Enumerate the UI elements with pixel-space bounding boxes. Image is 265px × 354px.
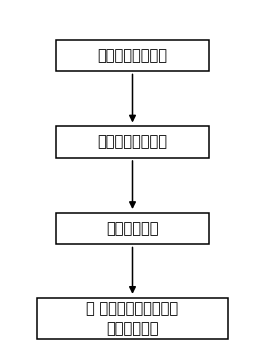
Text: 尖晶石型磁性微球: 尖晶石型磁性微球 (98, 48, 167, 63)
Bar (56, 126, 209, 158)
Text: 沉积介孔生物玻璃: 沉积介孔生物玻璃 (98, 135, 167, 149)
Bar (56, 213, 209, 244)
Bar (56, 40, 209, 72)
Bar (37, 298, 228, 339)
Text: 还原气氛烧结: 还原气氛烧结 (106, 221, 159, 236)
Text: 核 壳结构磁性介孔生物
活性玻璃微球: 核 壳结构磁性介孔生物 活性玻璃微球 (86, 301, 179, 336)
